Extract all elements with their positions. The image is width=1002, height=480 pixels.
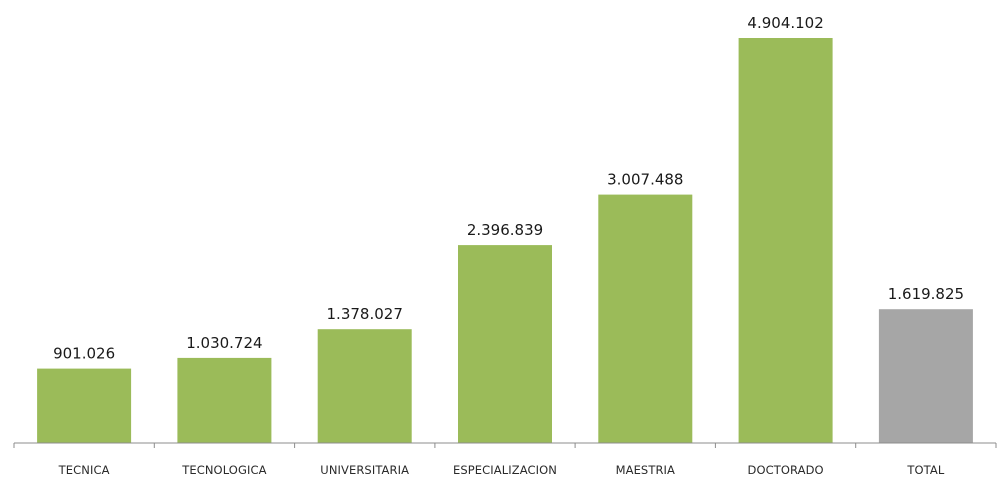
value-label-total: 1.619.825 (888, 285, 964, 303)
category-label-doctorado: DOCTORADO (747, 463, 823, 477)
value-label-especializacion: 2.396.839 (467, 221, 543, 239)
bar-especializacion (458, 245, 552, 443)
bar-tecnica (37, 368, 132, 443)
value-label-doctorado: 4.904.102 (747, 14, 823, 32)
category-labels-layer: TECNICA TECNOLOGICA UNIVERSITARIA ESPECIALI… (58, 463, 945, 477)
category-label-maestria: MAESTRIA (616, 463, 675, 477)
bars-layer (37, 38, 973, 443)
value-label-tecnica: 901.026 (53, 345, 115, 363)
value-label-maestria: 3.007.488 (607, 171, 683, 189)
category-label-universitaria: UNIVERSITARIA (320, 463, 409, 477)
value-labels-layer: 901.026 1.030.724 1.378.027 2.396.839 3.007.… (53, 14, 964, 363)
category-label-tecnologica: TECNOLOGICA (181, 463, 266, 477)
category-label-especializacion: ESPECIALIZACION (453, 463, 557, 477)
bar-total (878, 309, 973, 443)
value-label-tecnologica: 1.030.724 (186, 334, 262, 352)
category-label-tecnica: TECNICA (58, 463, 110, 477)
bar-maestria (598, 194, 693, 443)
bar-universitaria (317, 329, 412, 443)
bar-tecnologica (177, 357, 272, 443)
value-label-universitaria: 1.378.027 (327, 305, 403, 323)
bar-doctorado (738, 38, 833, 443)
category-label-total: TOTAL (906, 463, 944, 477)
x-axis-ticks (13, 443, 997, 448)
